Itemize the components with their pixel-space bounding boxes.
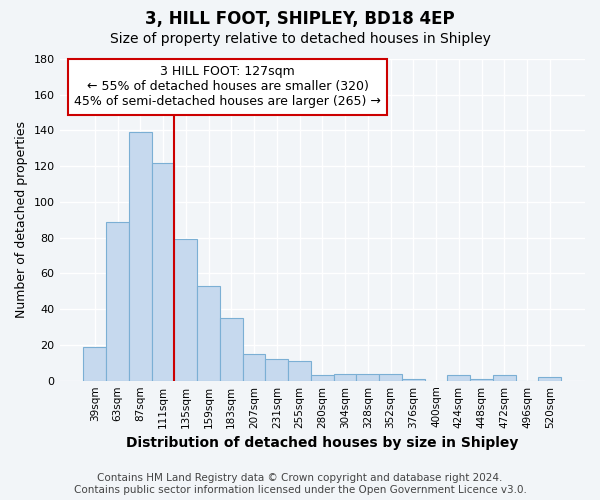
Bar [402,379,425,380]
Bar [334,374,356,380]
Text: Contains HM Land Registry data © Crown copyright and database right 2024.
Contai: Contains HM Land Registry data © Crown c… [74,474,526,495]
Bar [265,359,288,380]
Text: 3, HILL FOOT, SHIPLEY, BD18 4EP: 3, HILL FOOT, SHIPLEY, BD18 4EP [145,10,455,28]
Bar [220,318,242,380]
Bar [311,376,334,380]
Bar [448,376,470,380]
Bar [538,377,561,380]
X-axis label: Distribution of detached houses by size in Shipley: Distribution of detached houses by size … [126,436,518,450]
Bar [493,376,515,380]
Bar [197,286,220,380]
Bar [152,162,175,380]
Bar [356,374,379,380]
Bar [83,346,106,380]
Bar [288,361,311,380]
Y-axis label: Number of detached properties: Number of detached properties [15,122,28,318]
Text: Size of property relative to detached houses in Shipley: Size of property relative to detached ho… [110,32,490,46]
Bar [379,374,402,380]
Bar [175,240,197,380]
Bar [470,379,493,380]
Bar [242,354,265,380]
Text: 3 HILL FOOT: 127sqm
← 55% of detached houses are smaller (320)
45% of semi-detac: 3 HILL FOOT: 127sqm ← 55% of detached ho… [74,66,381,108]
Bar [129,132,152,380]
Bar [106,222,129,380]
